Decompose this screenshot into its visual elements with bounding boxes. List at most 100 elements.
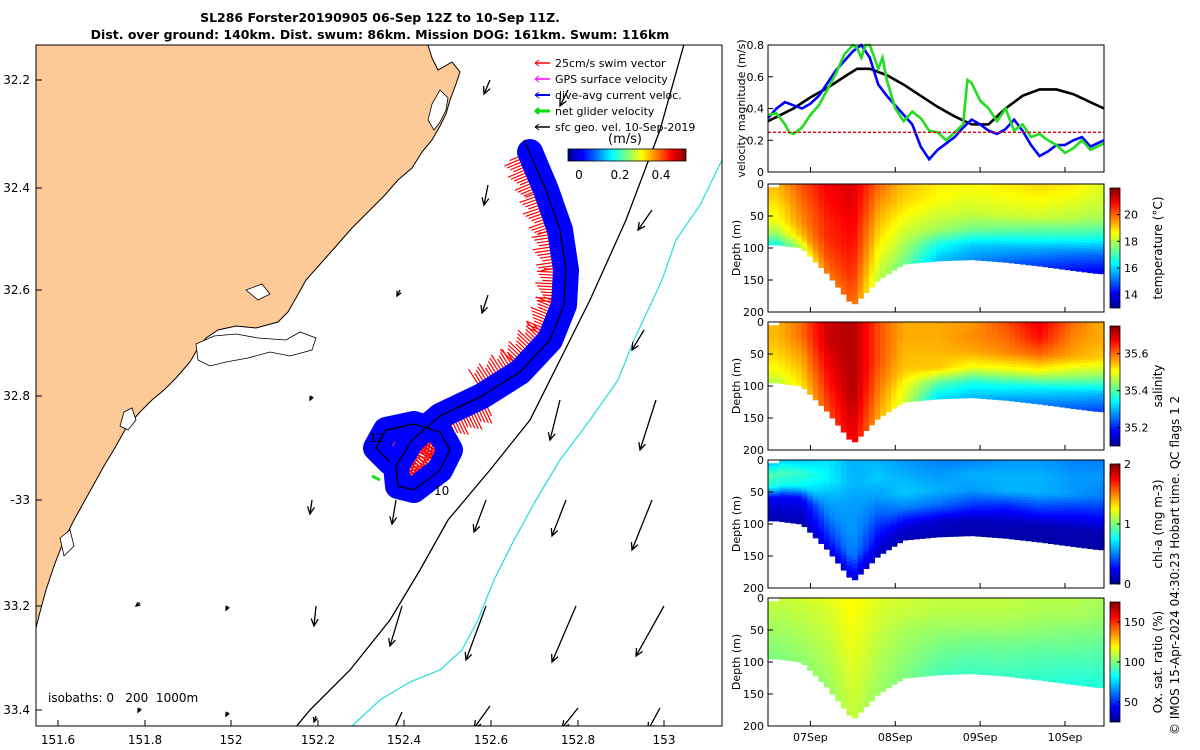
glider-track-line	[375, 139, 567, 491]
depth-tick: 50	[750, 348, 764, 361]
depth-tick: 200	[743, 306, 764, 319]
map-y-tick-label: 32.2	[3, 73, 30, 87]
velocity-series-1	[767, 43, 1105, 162]
net-glider-velocity-arrow	[371, 474, 381, 482]
depth-tick: 0	[757, 592, 764, 605]
lake-3	[119, 407, 137, 431]
colorbar-tick: 35.4	[1124, 385, 1149, 398]
map-colorbar	[567, 148, 687, 162]
legend-item-current: dive-avg current veloc.	[555, 89, 682, 102]
depth-tick: 100	[743, 380, 764, 393]
colorbar-label: salinity	[1151, 364, 1165, 407]
map-x-tick-label: 152	[220, 733, 243, 747]
lake-4	[245, 283, 271, 301]
depth-tick: 50	[750, 624, 764, 637]
time-x-tick: 08Sep	[878, 731, 913, 744]
colorbar-tick: 100	[1124, 656, 1145, 669]
oxygen-section-panel: 0 50 100 150 200 Depth (m) 50 100 150 Ox. sat. ra…	[730, 592, 1165, 744]
depth-tick: 150	[743, 412, 764, 425]
map-legend: 25cm/s swim vector GPS surface velocity …	[534, 57, 695, 134]
depth-tick: 150	[743, 274, 764, 287]
map-x-tick-label: 152.4	[387, 733, 421, 747]
depth-ylabel: Depth (m)	[730, 634, 743, 690]
lake-2	[195, 331, 317, 367]
map-x-tick-label: 151.8	[128, 733, 162, 747]
depth-tick: 200	[743, 582, 764, 595]
depth-ylabel: Depth (m)	[730, 358, 743, 414]
map-x-tick-label: 152.2	[301, 733, 335, 747]
depth-ylabel: Depth (m)	[730, 496, 743, 552]
surface-velocity-arrows	[134, 79, 665, 726]
map-y-tick-label: 33.2	[3, 599, 30, 613]
map-colorbar-tick-0: 0	[575, 168, 583, 182]
track-label-10: 10	[434, 484, 449, 498]
colorbar-tick: 150	[1124, 616, 1145, 629]
legend-item-sfc: sfc geo. vel. 10-Sep-2019	[555, 121, 695, 134]
map-y-tick-label: 32.4	[3, 181, 30, 195]
depth-tick: 200	[743, 720, 764, 733]
credit-text: © IMOS 15-Apr-2024 04:30:23 Hobart time.…	[1168, 395, 1182, 735]
map-panel: 12 10 151.6 151.8 152 152.2 152.4 152.6 152.8 1…	[3, 44, 723, 747]
map-colorbar-title: (m/s)	[608, 132, 642, 147]
velocity-y-tick: 0.2	[747, 134, 765, 147]
track-label-12: 12	[369, 431, 384, 445]
salinity-section-panel: 0 50 100 150 200 Depth (m) 35.2 35.4 35.6salinit…	[730, 316, 1165, 457]
colorbar-tick: 2	[1124, 458, 1131, 471]
isobaths-label: isobaths: 0 200 1000m	[48, 691, 198, 705]
depth-tick: 150	[743, 688, 764, 701]
colorbar-tick: 1	[1124, 518, 1131, 531]
time-x-tick: 10Sep	[1048, 731, 1083, 744]
legend-item-gps: GPS surface velocity	[555, 73, 668, 86]
velocity-ylabel: velocity magnitude (m/s)	[735, 39, 748, 177]
velocity-y-tick: 0	[757, 166, 764, 179]
depth-tick: 200	[743, 444, 764, 457]
colorbar-tick: 35.2	[1124, 422, 1149, 435]
colorbar-tick: 14	[1124, 289, 1138, 302]
colorbar-tick: 16	[1124, 262, 1138, 275]
colorbar-tick: 18	[1124, 235, 1138, 248]
map-y-tick-label: 32.8	[3, 389, 30, 403]
depth-tick: 50	[750, 486, 764, 499]
colorbar-label: temperature (°C)	[1151, 197, 1165, 300]
map-colorbar-tick-2: 0.4	[651, 168, 670, 182]
velocity-y-tick: 0.4	[747, 103, 765, 116]
depth-tick: 0	[757, 316, 764, 329]
depth-ylabel: Depth (m)	[730, 220, 743, 276]
isobath-200m	[295, 45, 685, 726]
colorbar-label: chl-a (mg m-3)	[1151, 479, 1165, 568]
map-x-tick-label: 152.6	[474, 733, 508, 747]
lake-1	[427, 89, 449, 131]
colorbar-label: Ox. sat. ratio (%)	[1151, 611, 1165, 713]
lake-5	[59, 529, 75, 557]
chlorophyll-section-panel: 0 50 100 150 200 Depth (m) 0 1 2 chl-a (mg m-3)	[730, 454, 1165, 595]
colorbar-tick: 20	[1124, 209, 1138, 222]
velocity-y-tick: 0.6	[747, 71, 765, 84]
map-title-line1: SL286 Forster20190905 06-Sep 12Z to 10-S…	[200, 10, 560, 25]
map-y-tick-label: 33.4	[3, 703, 30, 717]
time-x-tick: 07Sep	[793, 731, 828, 744]
map-y-tick-label: -33	[10, 493, 30, 507]
colorbar-tick: 50	[1124, 696, 1138, 709]
isobath-1000m	[351, 159, 722, 726]
section-colorbar	[1109, 187, 1121, 309]
legend-item-net: net glider velocity	[555, 105, 655, 118]
depth-tick: 0	[757, 454, 764, 467]
legend-item-swim: 25cm/s swim vector	[555, 57, 666, 70]
map-x-ticks: 151.6 151.8 152 152.2 152.4 152.6 152.8 153	[41, 720, 676, 747]
map-x-tick-label: 153	[653, 733, 676, 747]
map-colorbar-tick-1: 0.2	[610, 168, 629, 182]
depth-tick: 50	[750, 210, 764, 223]
map-x-tick-label: 152.8	[561, 733, 595, 747]
colorbar-tick: 35.6	[1124, 348, 1149, 361]
depth-tick: 100	[743, 656, 764, 669]
land-coastline	[36, 45, 461, 629]
depth-tick: 100	[743, 518, 764, 531]
map-x-tick-label: 151.6	[41, 733, 75, 747]
velocity-series-0	[767, 67, 1105, 126]
map-y-ticks: 32.2 32.4 32.6 32.8 -33 33.2 33.4	[3, 73, 42, 717]
map-title-line2: Dist. over ground: 140km. Dist. swum: 86…	[90, 27, 670, 42]
time-x-tick: 09Sep	[963, 731, 998, 744]
depth-tick: 100	[743, 242, 764, 255]
